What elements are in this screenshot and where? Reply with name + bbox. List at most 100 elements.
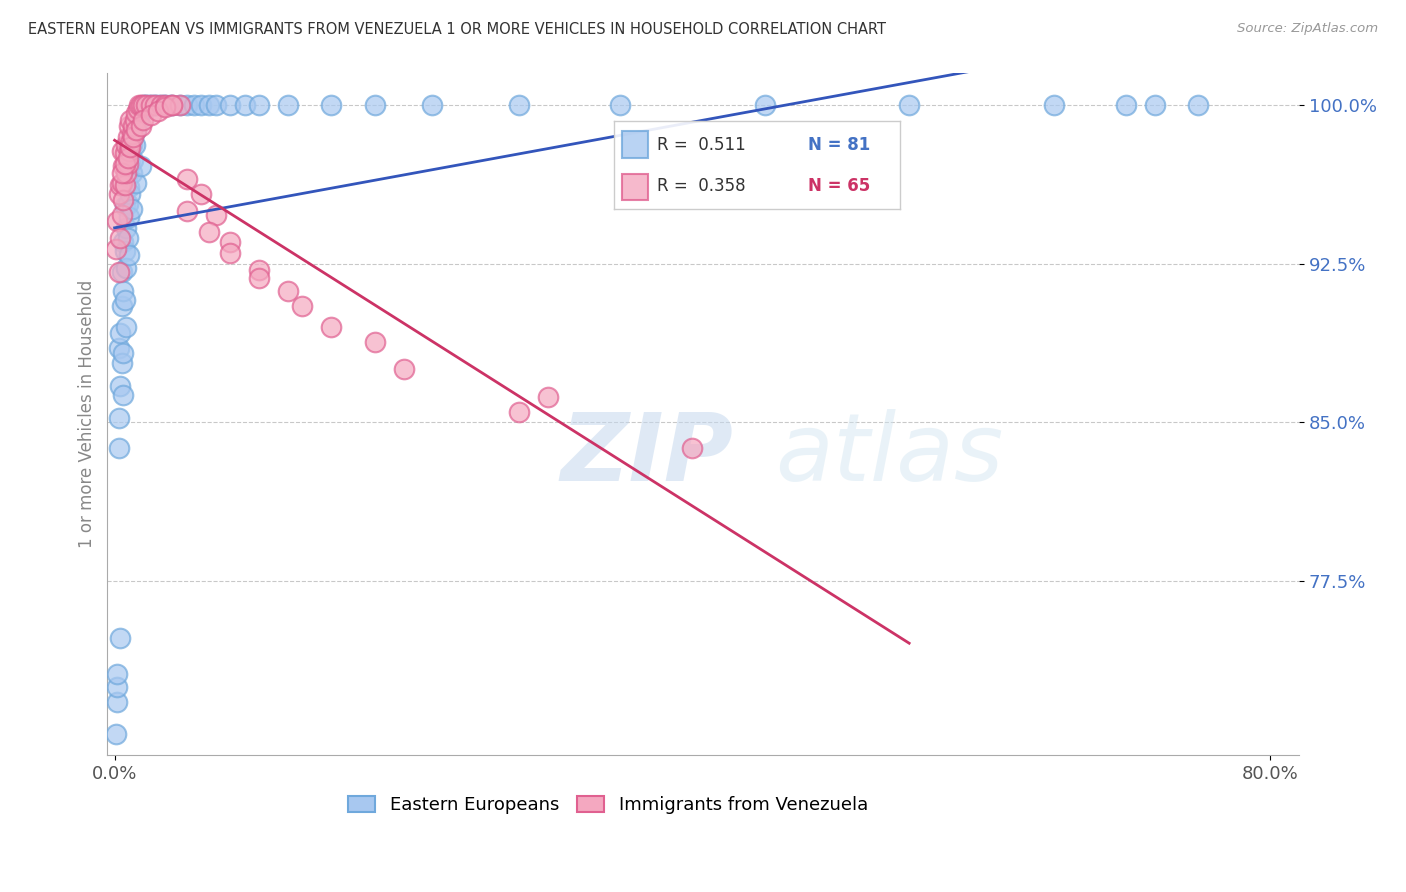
Point: [537, 390, 560, 404]
Point: [115, 138, 138, 153]
Point: [1042, 97, 1064, 112]
Point: [233, 97, 256, 112]
Point: [107, 214, 129, 228]
Point: [143, 97, 166, 112]
Point: [153, 100, 176, 114]
Point: [108, 341, 131, 355]
Point: [183, 97, 205, 112]
Point: [105, 242, 128, 256]
Point: [125, 112, 148, 127]
Point: [682, 441, 704, 455]
Point: [107, 667, 129, 681]
Point: [1115, 97, 1137, 112]
Point: [392, 362, 415, 376]
Point: [277, 284, 299, 298]
Point: [132, 97, 155, 112]
Point: [111, 356, 134, 370]
Point: [131, 100, 153, 114]
Point: [110, 632, 132, 646]
Point: [114, 157, 136, 171]
Point: [127, 102, 149, 116]
Point: [139, 108, 162, 122]
Text: ZIP: ZIP: [560, 409, 733, 500]
Point: [197, 225, 219, 239]
Point: [120, 136, 142, 150]
Point: [129, 104, 152, 119]
Point: [219, 97, 242, 112]
Point: [142, 97, 165, 112]
Point: [125, 176, 148, 190]
Point: [132, 112, 155, 127]
Point: [139, 97, 162, 112]
Point: [169, 97, 191, 112]
Point: [508, 405, 530, 419]
Point: [108, 411, 131, 425]
Point: [422, 97, 444, 112]
Point: [152, 97, 174, 112]
Point: [149, 97, 172, 112]
Point: [1187, 97, 1209, 112]
Point: [190, 97, 212, 112]
Point: [135, 97, 157, 112]
Point: [111, 299, 134, 313]
Point: [508, 97, 530, 112]
Point: [118, 146, 141, 161]
Point: [111, 176, 134, 190]
Point: [146, 97, 169, 112]
Point: [112, 388, 135, 402]
Point: [363, 97, 385, 112]
Y-axis label: 1 or more Vehicles in Household: 1 or more Vehicles in Household: [79, 280, 96, 548]
Point: [129, 119, 152, 133]
Point: [162, 97, 184, 112]
Point: [122, 129, 145, 144]
Point: [115, 180, 138, 194]
Point: [125, 106, 148, 120]
Point: [143, 97, 166, 112]
Text: EASTERN EUROPEAN VS IMMIGRANTS FROM VENEZUELA 1 OR MORE VEHICLES IN HOUSEHOLD CO: EASTERN EUROPEAN VS IMMIGRANTS FROM VENE…: [28, 22, 886, 37]
Point: [120, 157, 142, 171]
Point: [122, 119, 145, 133]
Point: [108, 265, 131, 279]
Point: [898, 97, 921, 112]
Point: [134, 97, 156, 112]
Point: [114, 178, 136, 193]
Point: [110, 178, 132, 193]
Point: [120, 186, 142, 201]
Point: [122, 129, 145, 144]
Point: [321, 320, 343, 334]
Point: [153, 97, 176, 112]
Point: [125, 123, 148, 137]
Point: [117, 151, 139, 165]
Point: [219, 246, 242, 260]
Point: [291, 299, 314, 313]
Point: [125, 123, 148, 137]
Point: [115, 220, 138, 235]
Point: [107, 695, 129, 709]
Point: [128, 97, 150, 112]
Point: [153, 97, 176, 112]
Point: [176, 203, 198, 218]
Point: [117, 157, 139, 171]
Point: [112, 345, 135, 359]
Text: atlas: atlas: [775, 409, 1002, 500]
Point: [110, 326, 132, 341]
Point: [118, 145, 141, 159]
Point: [132, 97, 155, 112]
Point: [128, 111, 150, 125]
Point: [247, 263, 270, 277]
Point: [117, 129, 139, 144]
Point: [138, 97, 160, 112]
Point: [118, 248, 141, 262]
Point: [120, 112, 142, 127]
Point: [176, 97, 198, 112]
Point: [111, 265, 134, 279]
Point: [108, 186, 131, 201]
Point: [121, 128, 143, 142]
Point: [121, 202, 143, 216]
Point: [149, 97, 172, 112]
Point: [115, 165, 138, 179]
Point: [115, 260, 138, 275]
Point: [135, 97, 157, 112]
Text: Source: ZipAtlas.com: Source: ZipAtlas.com: [1237, 22, 1378, 36]
Point: [204, 208, 226, 222]
